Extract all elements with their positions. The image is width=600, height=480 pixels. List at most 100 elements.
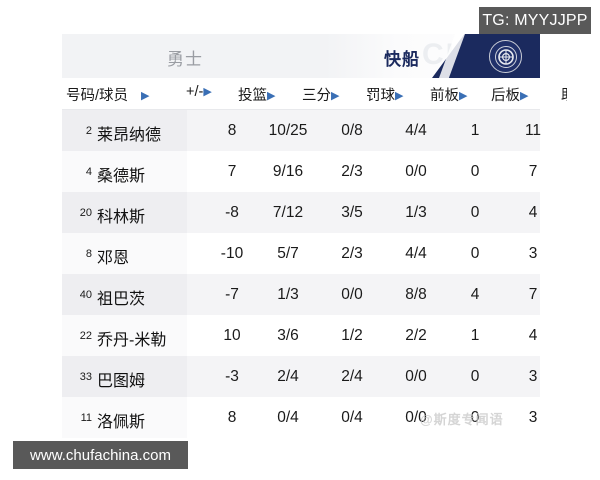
stat-free-throws: 8/8	[405, 286, 427, 303]
stat-free-throws: 1/3	[405, 204, 427, 221]
clippers-logo-icon	[489, 40, 522, 73]
team-header-band: CLIP 勇士 快船	[62, 34, 540, 78]
player-cell[interactable]: 11 洛佩斯	[62, 397, 187, 438]
stat-plus-minus: 10	[223, 327, 241, 344]
player-name[interactable]: 洛佩斯	[97, 414, 146, 431]
player-cell[interactable]: 20 科林斯	[62, 192, 187, 233]
stat-defensive-rebounds: 3	[528, 245, 538, 262]
column-header-fg-label: 投篮	[238, 88, 267, 104]
stat-field-goals: 3/6	[277, 327, 299, 344]
stat-field-goals: 7/12	[272, 204, 304, 221]
box-score-card: CLIP 勇士 快船 号码/球员▶ +/-▶ 投篮▶ 三分▶	[62, 34, 567, 438]
player-name[interactable]: 莱昂纳德	[97, 127, 162, 144]
table-row[interactable]: 8 邓恩 -10 5/7 2/3 4/4 0 3	[62, 233, 540, 274]
stat-field-goals: 0/4	[277, 409, 299, 426]
tg-watermark-badge: TG: MYYJJPP	[479, 7, 591, 34]
sort-caret-icon[interactable]: ▶	[395, 90, 404, 102]
column-header-oreb-label: 前板	[430, 88, 459, 104]
column-header-plus-minus-label: +/-	[186, 84, 204, 100]
stat-offensive-rebounds: 1	[470, 327, 480, 344]
sort-caret-icon[interactable]: ▶	[267, 90, 276, 102]
column-header-player[interactable]: 号码/球员 ▶	[66, 84, 150, 105]
table-row[interactable]: 20 科林斯 -8 7/12 3/5 1/3 0 4	[62, 192, 540, 233]
stat-free-throws: 2/2	[405, 327, 427, 344]
stat-offensive-rebounds: 0	[470, 368, 480, 385]
column-header-clipped[interactable]: 助	[561, 84, 567, 105]
away-team-name[interactable]: 勇士	[167, 50, 203, 69]
sort-caret-icon[interactable]: ▶	[203, 86, 212, 98]
stat-field-goals: 5/7	[277, 245, 299, 262]
player-name[interactable]: 科林斯	[97, 209, 146, 226]
column-header-oreb[interactable]: 前板▶	[430, 84, 467, 105]
stat-plus-minus: -7	[225, 286, 239, 303]
sort-caret-icon[interactable]: ▶	[141, 90, 150, 102]
stat-free-throws: 4/4	[405, 245, 427, 262]
stat-defensive-rebounds: 3	[528, 368, 538, 385]
table-row[interactable]: 40 祖巴茨 -7 1/3 0/0 8/8 4 7	[62, 274, 540, 315]
player-cell[interactable]: 33 巴图姆	[62, 356, 187, 397]
player-name[interactable]: 巴图姆	[97, 373, 146, 390]
table-row[interactable]: 22 乔丹-米勒 10 3/6 1/2 2/2 1 4	[62, 315, 540, 356]
home-team-name[interactable]: 快船	[384, 50, 420, 69]
stat-plus-minus: 7	[227, 163, 237, 180]
jersey-number: 2	[85, 125, 92, 137]
player-name[interactable]: 邓恩	[97, 250, 130, 267]
stat-three-pointers: 2/4	[341, 368, 363, 385]
column-header-ft[interactable]: 罚球▶	[366, 84, 403, 105]
stat-free-throws: 0/0	[405, 163, 427, 180]
box-score-rows: 2 莱昂纳德 8 10/25 0/8 4/4 1 11 4 桑德斯 7 9/16 2/3 0/0 0 7 20 科…	[62, 110, 541, 438]
stat-field-goals: 9/16	[272, 163, 304, 180]
stat-field-goals: 1/3	[277, 286, 299, 303]
player-name[interactable]: 桑德斯	[97, 168, 146, 185]
jersey-number: 40	[79, 289, 92, 301]
table-column-headers: 号码/球员▶ +/-▶ 投篮▶ 三分▶ 罚球▶ 前板▶ 后板▶ 助	[62, 78, 567, 110]
sort-caret-icon[interactable]: ▶	[459, 90, 468, 102]
stat-three-pointers: 2/3	[341, 245, 363, 262]
column-header-player-label: 号码/球员	[66, 88, 129, 104]
weibo-watermark: @斯度专闻语	[420, 412, 504, 427]
stat-free-throws: 0/0	[405, 409, 427, 426]
column-header-plus-minus[interactable]: +/-▶	[186, 84, 212, 100]
player-cell[interactable]: 4 桑德斯	[62, 151, 187, 192]
site-url-badge: www.chufachina.com	[13, 441, 188, 469]
table-row[interactable]: 2 莱昂纳德 8 10/25 0/8 4/4 1 11	[62, 110, 541, 151]
stat-offensive-rebounds: 0	[470, 204, 480, 221]
column-header-fg[interactable]: 投篮▶	[238, 84, 275, 105]
stat-three-pointers: 1/2	[341, 327, 363, 344]
stat-offensive-rebounds: 0	[470, 163, 480, 180]
sort-caret-icon[interactable]: ▶	[520, 90, 529, 102]
stat-plus-minus: 8	[227, 122, 237, 139]
column-header-ft-label: 罚球	[366, 88, 395, 104]
stat-offensive-rebounds: 0	[470, 409, 480, 426]
jersey-number: 11	[80, 412, 92, 424]
player-cell[interactable]: 40 祖巴茨	[62, 274, 187, 315]
stat-defensive-rebounds: 4	[528, 204, 538, 221]
stat-three-pointers: 0/0	[341, 286, 363, 303]
stat-plus-minus: -10	[220, 245, 244, 262]
stat-field-goals: 2/4	[277, 368, 299, 385]
player-cell[interactable]: 8 邓恩	[62, 233, 187, 274]
stat-defensive-rebounds: 7	[528, 286, 538, 303]
sort-caret-icon[interactable]: ▶	[331, 90, 340, 102]
column-header-dreb[interactable]: 后板▶	[491, 84, 528, 105]
stat-offensive-rebounds: 0	[470, 245, 480, 262]
jersey-number: 33	[79, 371, 92, 383]
stat-field-goals: 10/25	[268, 122, 308, 139]
stat-offensive-rebounds: 4	[470, 286, 480, 303]
player-name[interactable]: 祖巴茨	[97, 291, 146, 308]
column-header-three[interactable]: 三分▶	[302, 84, 339, 105]
stat-plus-minus: -3	[225, 368, 239, 385]
stat-three-pointers: 2/3	[341, 163, 363, 180]
table-row[interactable]: 11 洛佩斯 8 0/4 0/4 0/0 0 3	[62, 397, 540, 438]
column-header-dreb-label: 后板	[491, 88, 520, 104]
stat-free-throws: 4/4	[405, 122, 427, 139]
stat-plus-minus: -8	[225, 204, 239, 221]
stat-defensive-rebounds: 7	[528, 163, 538, 180]
table-row[interactable]: 33 巴图姆 -3 2/4 2/4 0/0 0 3	[62, 356, 540, 397]
stat-three-pointers: 0/8	[341, 122, 363, 139]
stat-defensive-rebounds: 3	[528, 409, 538, 426]
player-name[interactable]: 乔丹-米勒	[97, 332, 167, 349]
player-cell[interactable]: 22 乔丹-米勒	[62, 315, 187, 356]
table-row[interactable]: 4 桑德斯 7 9/16 2/3 0/0 0 7	[62, 151, 540, 192]
player-cell[interactable]: 2 莱昂纳德	[62, 110, 187, 151]
